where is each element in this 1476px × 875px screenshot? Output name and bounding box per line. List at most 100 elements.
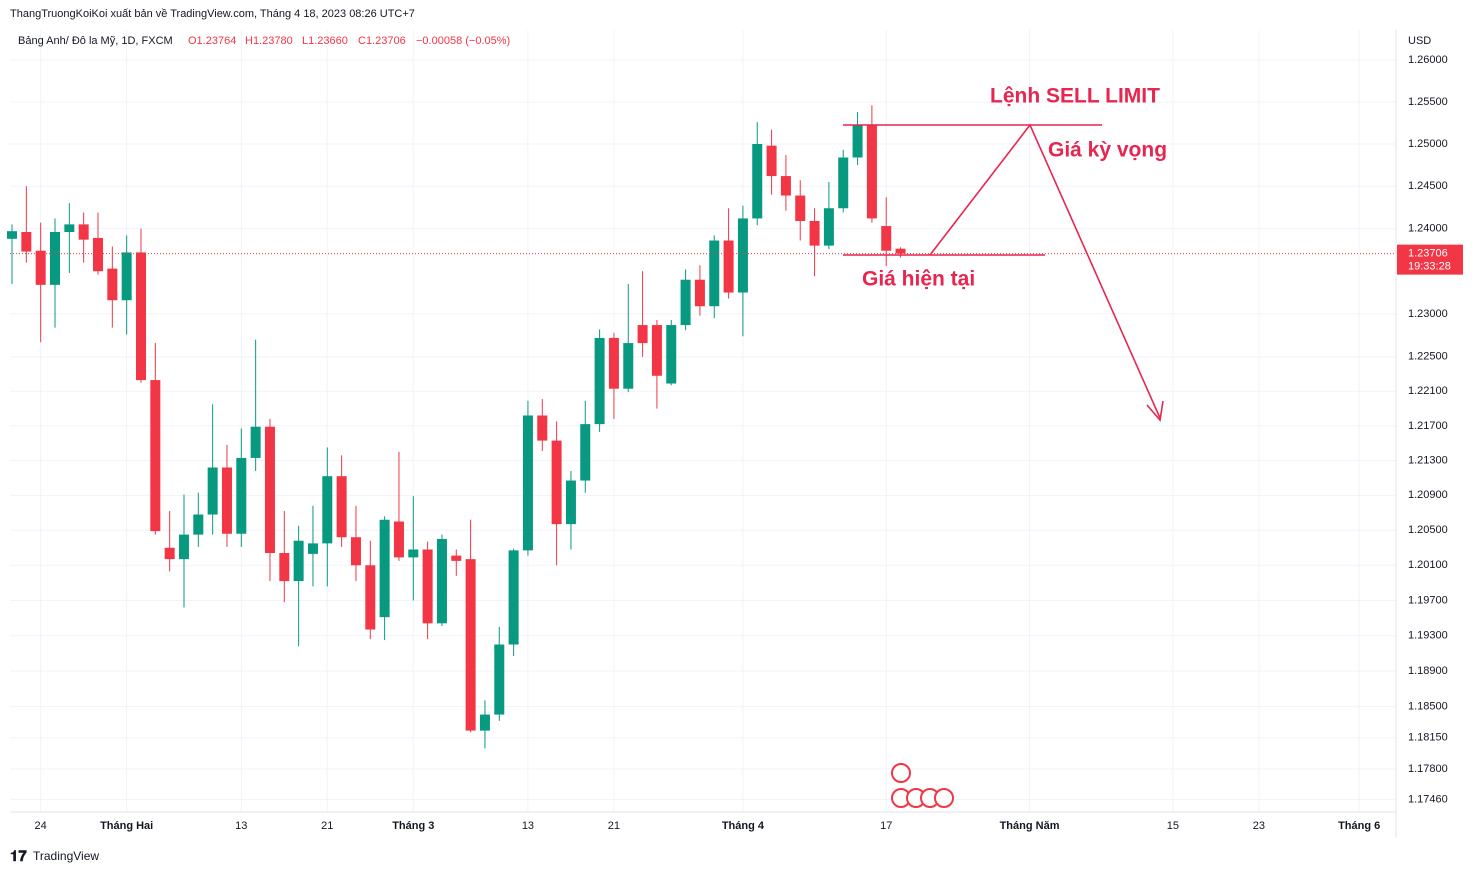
candle-body [107, 268, 118, 301]
brand: TradingView [33, 849, 99, 863]
logo-mark: 𝟏𝟕 [10, 848, 27, 865]
x-tick-label: 15 [1167, 820, 1179, 832]
candle-body [866, 124, 877, 219]
candle-body [307, 543, 318, 554]
x-tick-label: Tháng 6 [1338, 820, 1380, 832]
x-tick-label: Tháng 4 [722, 820, 765, 832]
x-tick-label: 21 [608, 820, 620, 832]
x-tick-label: Tháng Hai [100, 820, 153, 832]
currency: USD [1408, 35, 1431, 47]
y-tick-label: 1.18500 [1408, 700, 1448, 712]
candles [7, 105, 906, 749]
candle-body [680, 279, 691, 326]
candle-body [752, 144, 763, 219]
candle-body [494, 644, 505, 715]
event-icon [934, 788, 954, 808]
candle-body [594, 337, 605, 425]
y-tick-label: 1.24000 [1408, 223, 1448, 235]
candle-body [7, 231, 18, 239]
candle-body [522, 415, 533, 551]
ohlc-high: H1.23780 [245, 35, 293, 47]
candle-body [694, 279, 705, 307]
y-tick-label: 1.21700 [1408, 420, 1448, 432]
last-price-label: 1.23706 [1408, 248, 1448, 260]
y-tick-label: 1.17460 [1408, 793, 1448, 805]
candle-body [336, 476, 347, 538]
candle-body [508, 550, 519, 645]
candle-body [551, 440, 562, 525]
candle-body [293, 540, 304, 582]
candle-body [78, 224, 89, 240]
candle-body [92, 237, 103, 272]
candle-body [221, 467, 232, 534]
event-icon [891, 763, 911, 783]
y-tick-label: 1.19300 [1408, 630, 1448, 642]
y-tick-label: 1.21300 [1408, 454, 1448, 466]
x-tick-label: 13 [522, 820, 534, 832]
y-tick-label: 1.25000 [1408, 138, 1448, 150]
candle-body [121, 252, 132, 301]
x-tick-label: 13 [235, 820, 247, 832]
candle-body [451, 555, 462, 561]
x-tick-label: 24 [35, 820, 47, 832]
y-tick-label: 1.17800 [1408, 763, 1448, 775]
candle-body [479, 714, 490, 731]
x-tick-label: 17 [880, 820, 892, 832]
change: −0.00058 (−0.05%) [416, 35, 510, 47]
candle-body [651, 325, 662, 376]
y-tick-label: 1.18150 [1408, 732, 1448, 744]
candle-body [666, 325, 677, 384]
candle-body [365, 565, 376, 630]
y-tick-label: 1.20100 [1408, 559, 1448, 571]
candle-body [723, 240, 734, 293]
candle-body [766, 145, 777, 177]
publisher: ThangTruongKoiKoi xuất bản về TradingVie… [10, 8, 415, 20]
arrow-head [1146, 400, 1164, 422]
candle-body [236, 457, 247, 534]
ohlc-close: C1.23706 [358, 35, 406, 47]
x-tick-label: Tháng 3 [392, 820, 434, 832]
candle-body [838, 157, 849, 209]
candle-body [537, 415, 548, 441]
candle-body [350, 537, 361, 566]
y-tick-label: 1.25500 [1408, 96, 1448, 108]
candle-body [408, 549, 419, 558]
y-tick-label: 1.24500 [1408, 180, 1448, 192]
candle-body [164, 547, 175, 560]
candle-body [436, 538, 447, 624]
candle-body [264, 426, 275, 554]
x-tick-label: 21 [321, 820, 333, 832]
candle-body [823, 208, 834, 246]
drawings [843, 123, 1164, 422]
y-tick-label: 1.20500 [1408, 524, 1448, 536]
candle-body [250, 426, 261, 458]
candle-body [565, 480, 576, 525]
candle-body [737, 218, 748, 293]
annotation: Giá hiện tại [862, 268, 975, 291]
annotation: Giá kỳ vọng [1048, 139, 1167, 162]
candle-body [809, 220, 820, 246]
symbol: Bảng Anh/ Đô la Mỹ, 1D, FXCM [18, 35, 173, 47]
y-tick-label: 1.23000 [1408, 308, 1448, 320]
y-tick-label: 1.18900 [1408, 665, 1448, 677]
y-tick-label: 1.20900 [1408, 489, 1448, 501]
candle-body [207, 467, 218, 515]
candle-body [64, 224, 75, 233]
y-tick-label: 1.22100 [1408, 385, 1448, 397]
candle-body [709, 240, 720, 307]
candle-body [623, 343, 634, 389]
candle-body [279, 553, 290, 582]
path-arrow [929, 123, 1161, 419]
candle-body [150, 380, 161, 532]
candle-body [50, 232, 61, 285]
candle-body [135, 252, 146, 381]
candle-body [608, 337, 619, 389]
event-icons [891, 763, 954, 808]
ohlc-low: L1.23660 [302, 35, 348, 47]
candle-body [393, 521, 404, 558]
candle-body [881, 226, 892, 251]
candle-body [780, 176, 791, 196]
